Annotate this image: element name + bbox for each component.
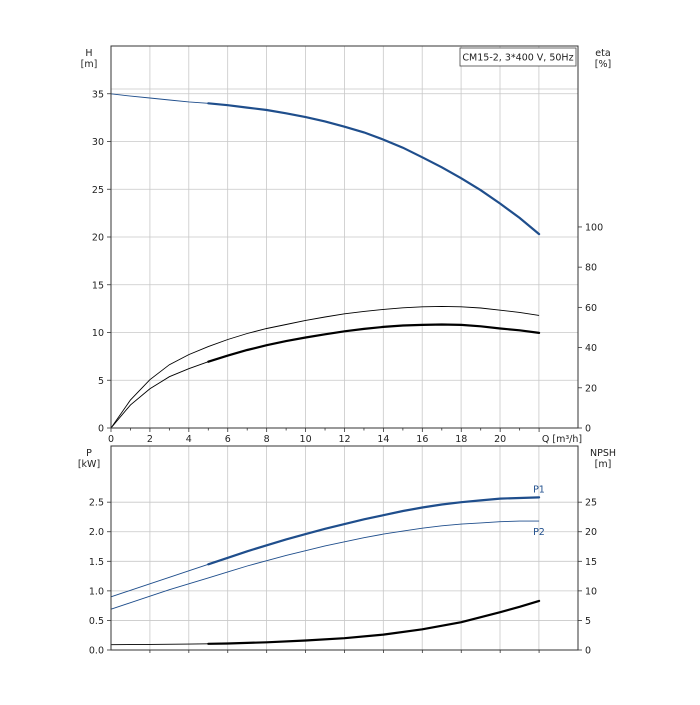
x-tick-label: 12 xyxy=(338,434,350,445)
frame-layer xyxy=(107,45,582,653)
series-layer xyxy=(110,93,541,646)
left-axis-unit: [kW] xyxy=(78,459,100,470)
x-tick-label: 18 xyxy=(455,434,467,445)
right-tick-label: 20 xyxy=(585,383,597,394)
right-axis-unit: [m] xyxy=(595,459,612,470)
right-axis-title: NPSH xyxy=(590,448,616,459)
title-box xyxy=(459,47,577,67)
right-tick-label: 80 xyxy=(585,263,597,274)
left-axis-unit: [m] xyxy=(81,59,98,70)
right-tick-label: 60 xyxy=(585,303,597,314)
left-tick-label: 1.0 xyxy=(89,586,104,597)
grid-layer xyxy=(111,46,578,650)
x-tick-label: 14 xyxy=(377,434,389,445)
left-tick-label: 0 xyxy=(98,424,104,435)
series-line-npsh xyxy=(110,600,540,646)
right-tick-label: 5 xyxy=(585,616,591,627)
series-line-eta-thin xyxy=(110,305,540,429)
right-axis-unit: [%] xyxy=(595,59,611,70)
series-line-head xyxy=(110,93,540,235)
right-tick-label: 20 xyxy=(585,527,597,538)
series-line-bold-p1 xyxy=(207,496,541,566)
left-tick-label: 2.0 xyxy=(89,527,104,538)
right-tick-label: 40 xyxy=(585,343,597,354)
right-tick-label: 100 xyxy=(585,222,603,233)
series-label-p1: P1 xyxy=(533,484,545,495)
series-line-eta-bold xyxy=(110,324,540,429)
x-tick-label: 0 xyxy=(108,434,114,445)
series-line-bold-head xyxy=(207,102,541,236)
series-line-p1 xyxy=(110,496,540,598)
left-tick-label: 25 xyxy=(92,185,104,196)
x-tick-label: 20 xyxy=(494,434,506,445)
x-axis-title: Q [m³/h] xyxy=(542,434,582,445)
left-tick-label: 1.5 xyxy=(89,557,104,568)
right-tick-label: 0 xyxy=(585,646,591,657)
left-axis-title: P xyxy=(86,448,92,459)
left-tick-label: 5 xyxy=(98,376,104,387)
left-tick-label: 20 xyxy=(92,233,104,244)
chart-title: CM15-2, 3*400 V, 50Hz xyxy=(462,53,573,64)
x-tick-label: 2 xyxy=(147,434,153,445)
series-line-bold-npsh xyxy=(207,599,541,645)
x-tick-label: 8 xyxy=(264,434,270,445)
x-tick-label: 4 xyxy=(186,434,192,445)
right-tick-label: 15 xyxy=(585,557,597,568)
left-tick-label: 35 xyxy=(92,89,104,100)
right-tick-label: 10 xyxy=(585,586,597,597)
x-tick-label: 16 xyxy=(416,434,428,445)
right-tick-label: 0 xyxy=(585,424,591,435)
series-line-p2 xyxy=(110,520,540,610)
x-tick-label: 6 xyxy=(225,434,231,445)
right-tick-label: 25 xyxy=(585,498,597,509)
series-line-bold-eta-bold xyxy=(207,323,541,363)
x-tick-label: 10 xyxy=(300,434,312,445)
series-label-p2: P2 xyxy=(533,527,545,538)
left-tick-label: 15 xyxy=(92,280,104,291)
left-tick-label: 2.5 xyxy=(89,498,104,509)
left-tick-label: 0.0 xyxy=(89,646,104,657)
left-axis-title: H xyxy=(85,48,92,59)
left-tick-label: 0.5 xyxy=(89,616,104,627)
left-tick-label: 10 xyxy=(92,328,104,339)
left-tick-label: 30 xyxy=(92,137,104,148)
right-axis-title: eta xyxy=(595,48,610,59)
